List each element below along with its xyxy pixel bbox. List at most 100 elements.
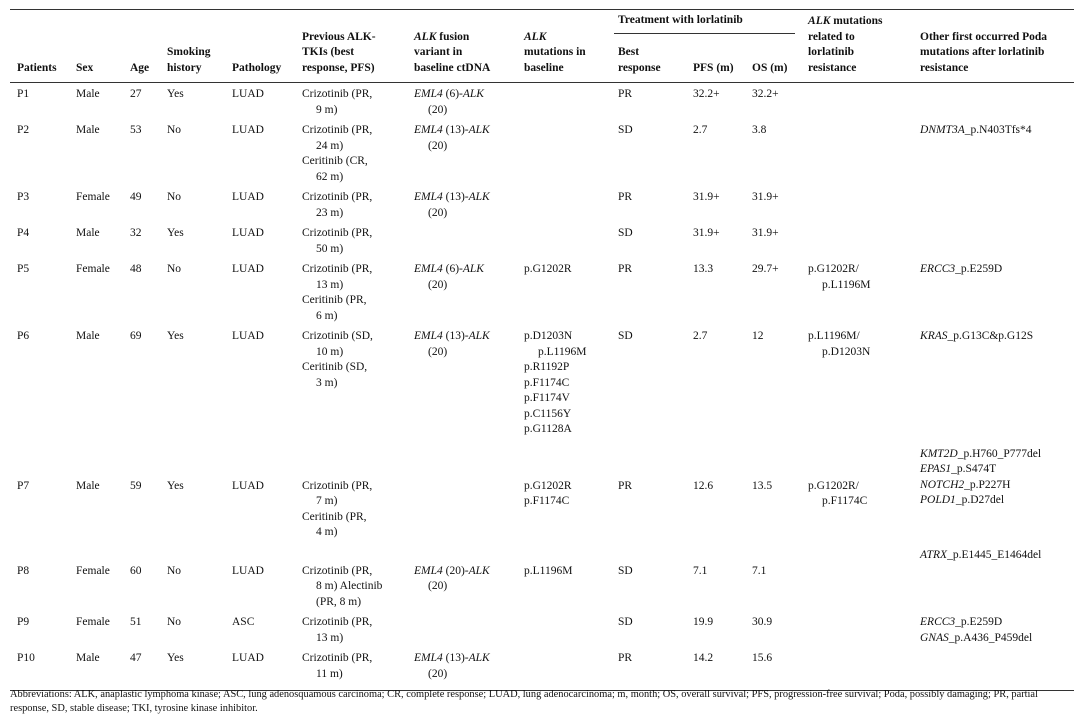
text-line: OS (m)	[752, 61, 788, 74]
cell-item: DNMT3A_p.N403Tfs*4	[920, 123, 1068, 139]
table-cell: 53	[123, 119, 160, 186]
text-line: P7	[17, 479, 30, 492]
text-line: 6 m)	[316, 309, 338, 322]
cell-item: Crizotinib (PR, 13 m)	[302, 262, 401, 293]
text-line: 9 m)	[316, 103, 338, 116]
text-line: related to	[808, 30, 855, 43]
text-line: P5	[17, 263, 30, 275]
table-cell: Female	[69, 542, 123, 612]
text-line: LUAD	[232, 124, 264, 136]
text-line: p.F1174C	[524, 376, 570, 389]
text-line: p.L1196M/	[808, 330, 860, 342]
text-line: 2.7	[693, 330, 708, 342]
table-cell: DNMT3A_p.N403Tfs*4	[913, 119, 1074, 186]
text-line: Treatment with lorlatinib	[618, 14, 743, 26]
table-cell: Male	[69, 83, 123, 120]
cell-item: GNAS_p.A436_P459del	[920, 631, 1068, 647]
table-cell: KMT2D_p.H760_P777del EPAS1_p.S474T NOTCH2_…	[913, 439, 1074, 542]
cell-item: Crizotinib (PR, 9 m)	[302, 87, 401, 118]
text-line: Male	[76, 88, 100, 100]
text-line: P1	[17, 88, 30, 100]
table-cell: PR	[611, 258, 686, 325]
text-line: EPAS1_p.S474T	[920, 462, 1068, 478]
table-cell: 19.9	[686, 611, 745, 647]
text-line: P2	[17, 124, 30, 136]
table-cell: EML4 (20)-ALK (20)	[407, 542, 517, 612]
text-line: Male	[76, 124, 100, 136]
text-line: Crizotinib (PR,	[302, 616, 373, 628]
text-line: Yes	[167, 330, 184, 342]
text-line: P4	[17, 227, 30, 239]
table-cell: 7.1	[686, 542, 745, 612]
cell-item: EML4 (13)-ALK (20)	[414, 190, 511, 221]
text-line: EML4 (13)-ALK	[414, 651, 511, 667]
table-cell: No	[160, 119, 225, 186]
table-cell: SD	[611, 325, 686, 439]
text: _p.E259D	[955, 263, 1003, 275]
cell-item: EML4 (6)-ALK (20)	[414, 262, 511, 293]
text: mutations	[830, 15, 883, 27]
italic-text: EML4	[414, 330, 443, 342]
text-line: 15.6	[752, 652, 773, 664]
text-line: EML4 (13)-ALK	[414, 123, 511, 139]
table-cell: Crizotinib (PR, 11 m)	[295, 647, 407, 691]
table-cell: 31.9+	[686, 186, 745, 222]
text-line: SD	[618, 227, 633, 239]
text-line: 10 m)	[316, 345, 344, 358]
italic-text: NOTCH2	[920, 478, 965, 491]
text-line: EML4 (13)-ALK	[414, 329, 511, 345]
text-line: Crizotinib (PR,	[302, 88, 373, 100]
text-line: (20)	[428, 580, 448, 592]
italic-text: ALK	[468, 124, 490, 136]
italic-text: ERCC3	[920, 263, 956, 275]
text-line: 7 m)	[316, 495, 338, 507]
text-line: 32.2+	[693, 88, 720, 100]
italic-text: EML4	[414, 263, 443, 275]
text-line: baseline ctDNA	[414, 61, 491, 74]
table-cell	[801, 222, 913, 258]
table-row: P7 Male 59 Yes LUAD Crizotinib (PR, 7 m) Ceriti…	[10, 439, 1074, 542]
text-line: (20)	[428, 139, 448, 152]
text-line: LUAD	[232, 191, 264, 203]
header-cell: OS (m)	[745, 36, 802, 84]
cell-item: EML4 (20)-ALK (20)	[414, 564, 511, 595]
text-line: variant in	[414, 46, 463, 58]
table-cell: Crizotinib (PR, 7 m) Ceritinib (PR, 4 m)	[295, 439, 407, 542]
table-cell: 7.1	[745, 542, 801, 612]
table-cell: SD	[611, 611, 686, 647]
text: _p.E259D	[955, 616, 1003, 628]
text-line: EML4 (13)-ALK	[414, 190, 511, 206]
table-cell: P6	[10, 325, 69, 439]
italic-text: ALK	[524, 30, 547, 43]
text-line: Female	[76, 564, 110, 577]
table-row: P2 Male 53 No LUAD Crizotinib (PR, 24 m) Ceriti…	[10, 119, 1074, 186]
text-line: 7.1	[752, 564, 767, 577]
table-cell: ATRX_p.E1445_E1464del	[913, 542, 1074, 612]
table-cell: PR	[611, 439, 686, 542]
cell-item: ERCC3_p.E259D	[920, 262, 1068, 278]
text-line: 3 m)	[316, 376, 338, 389]
table-cell: No	[160, 186, 225, 222]
table-cell	[801, 186, 913, 222]
cell-item: Crizotinib (PR, 50 m)	[302, 226, 401, 257]
italic-text: ALK	[414, 30, 437, 43]
table-cell: LUAD	[225, 119, 295, 186]
text: _p.S474T	[951, 463, 997, 475]
text-line: P6	[17, 330, 30, 342]
text-line: DNMT3A_p.N403Tfs*4	[920, 123, 1068, 139]
cell-item: Crizotinib (PR, 24 m)	[302, 123, 401, 154]
table-cell	[913, 647, 1074, 691]
text: (13)-	[442, 330, 469, 342]
table-cell: EML4 (13)-ALK (20)	[407, 325, 517, 439]
table-cell: KRAS_p.G13C&p.G12S	[913, 325, 1074, 439]
table-cell	[517, 611, 611, 647]
text-line: p.F1174V	[524, 392, 570, 404]
text-line: 11 m)	[316, 667, 343, 680]
text-line: No	[167, 191, 182, 203]
text-line: 32.2+	[752, 88, 779, 100]
text-line: LUAD	[232, 263, 264, 275]
table-cell: P4	[10, 222, 69, 258]
text-line: 29.7+	[752, 263, 779, 275]
table-cell: Yes	[160, 222, 225, 258]
text-line: p.L1196M	[822, 278, 871, 291]
